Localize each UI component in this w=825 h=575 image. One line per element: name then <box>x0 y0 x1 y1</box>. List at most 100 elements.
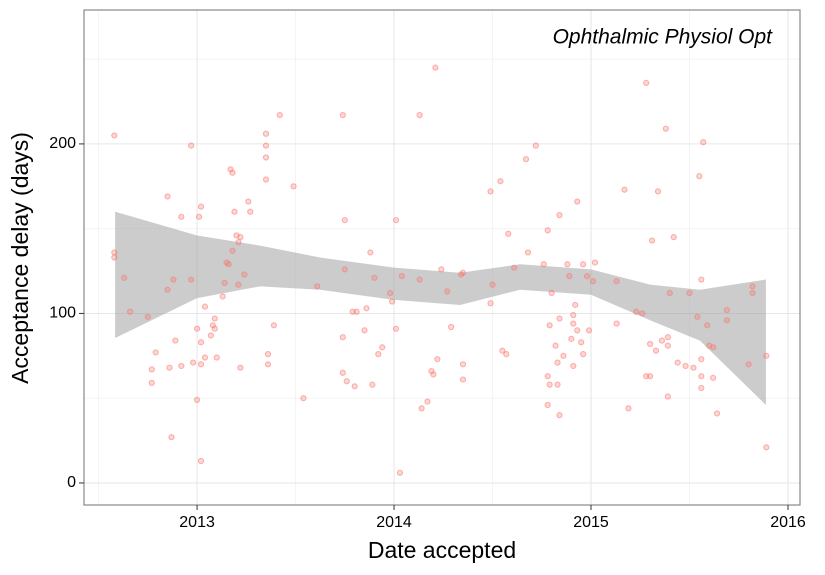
point <box>487 300 494 307</box>
point <box>369 381 376 388</box>
point <box>585 327 593 334</box>
point <box>430 371 437 378</box>
point <box>459 376 467 383</box>
point <box>694 313 701 320</box>
point <box>666 289 673 297</box>
point <box>505 230 512 237</box>
point <box>664 342 671 349</box>
point <box>166 364 173 371</box>
point <box>570 362 577 370</box>
point <box>367 249 374 256</box>
point <box>652 347 660 354</box>
point <box>647 373 654 380</box>
point <box>172 337 179 344</box>
point <box>178 362 185 370</box>
point <box>554 359 561 366</box>
point <box>164 286 171 293</box>
point <box>544 373 551 380</box>
point <box>696 173 703 180</box>
point <box>211 325 218 332</box>
x-tick-label: 2016 <box>770 514 806 531</box>
y-tick-label: 100 <box>49 305 76 322</box>
point <box>247 208 254 215</box>
point <box>235 239 242 246</box>
point <box>591 259 599 266</box>
point <box>568 335 575 342</box>
point <box>704 322 711 329</box>
point <box>361 327 368 334</box>
point <box>392 217 400 224</box>
confidence-band <box>115 211 766 405</box>
point <box>262 176 270 183</box>
point <box>392 325 400 332</box>
point <box>698 276 705 283</box>
point <box>499 347 506 354</box>
point <box>111 249 118 256</box>
point <box>546 322 553 329</box>
point <box>560 352 567 359</box>
point <box>580 261 587 268</box>
point <box>763 352 770 359</box>
point <box>229 169 236 176</box>
point <box>398 273 406 280</box>
point <box>144 313 151 320</box>
point <box>235 281 242 288</box>
point <box>195 213 203 220</box>
point <box>548 289 555 297</box>
point <box>674 359 681 366</box>
point <box>418 405 425 412</box>
point <box>654 188 662 195</box>
point <box>574 198 581 205</box>
point <box>353 308 360 315</box>
point <box>229 247 236 254</box>
point <box>723 317 731 324</box>
point <box>444 288 451 295</box>
point <box>556 412 563 419</box>
point <box>201 303 209 310</box>
point <box>511 264 518 271</box>
point <box>341 266 348 273</box>
point <box>572 301 579 309</box>
point <box>164 193 171 200</box>
point <box>178 213 185 220</box>
point <box>540 261 547 268</box>
point <box>339 369 346 376</box>
point <box>213 354 220 361</box>
point <box>351 383 358 390</box>
point <box>264 351 272 358</box>
point <box>168 434 175 441</box>
point <box>497 178 504 185</box>
point <box>262 154 270 161</box>
point <box>613 278 620 285</box>
point <box>434 356 441 363</box>
points <box>111 64 770 476</box>
point <box>197 457 205 465</box>
point <box>633 308 640 315</box>
point <box>262 142 270 149</box>
point <box>152 349 159 356</box>
band-layer <box>115 211 766 405</box>
point <box>749 289 756 297</box>
point <box>193 325 201 332</box>
point <box>532 142 539 149</box>
point <box>363 305 370 312</box>
point <box>148 379 155 387</box>
point <box>459 269 467 276</box>
point <box>416 276 423 283</box>
point <box>111 132 118 139</box>
point <box>690 364 697 371</box>
point <box>580 351 587 358</box>
point <box>388 298 396 305</box>
point <box>710 374 717 381</box>
point <box>522 156 530 163</box>
point <box>416 112 423 119</box>
point <box>188 276 195 283</box>
point <box>448 323 455 331</box>
point <box>745 361 752 368</box>
point <box>197 203 205 210</box>
point <box>231 208 238 215</box>
point <box>546 381 553 388</box>
point <box>207 332 214 339</box>
point <box>552 342 559 349</box>
